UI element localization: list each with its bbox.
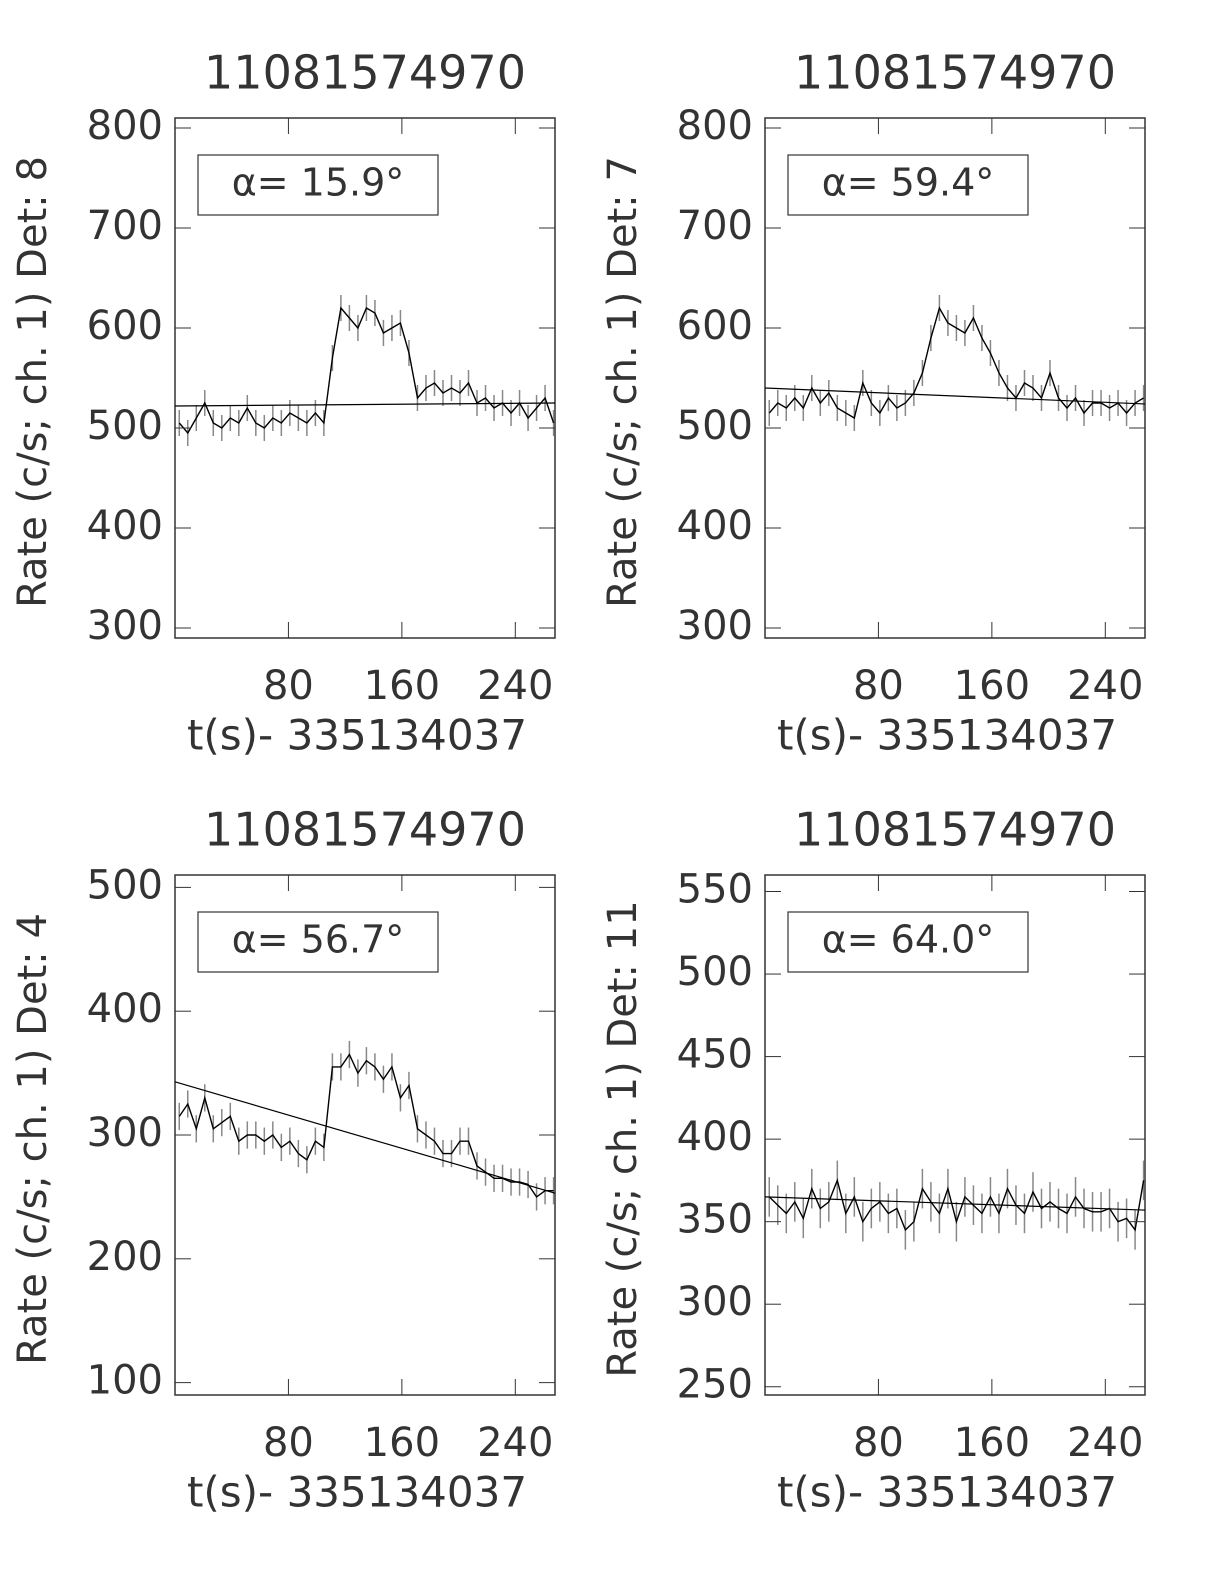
annotation: α= 15.9° — [232, 161, 405, 205]
x-axis-label: t(s)- 335134037 — [777, 711, 1117, 760]
y-axis-label: Rate (c/s; ch. 1) Det: 11 — [600, 900, 646, 1377]
y-axis-label: Rate (c/s; ch. 1) Det: 4 — [10, 913, 56, 1365]
y-tick-label: 700 — [87, 203, 163, 249]
x-tick-label: 80 — [263, 1420, 314, 1466]
annotation-box — [787, 154, 1029, 216]
panel-title: 11081574970 — [794, 46, 1116, 100]
x-tick-label: 80 — [853, 663, 904, 709]
x-axis-label: t(s)- 335134037 — [187, 711, 527, 760]
x-tick-label: 240 — [477, 1420, 553, 1466]
annotation: α= 59.4° — [822, 161, 995, 205]
y-tick-label: 400 — [677, 1114, 753, 1160]
y-tick-label: 500 — [87, 403, 163, 449]
rate-line — [768, 1178, 1145, 1232]
y-tick-label: 400 — [677, 503, 753, 549]
y-tick-label: 800 — [677, 103, 753, 149]
x-tick-label: 160 — [954, 1420, 1030, 1466]
x-tick-label: 80 — [853, 1420, 904, 1466]
y-tick-label: 800 — [87, 103, 163, 149]
x-tick-label: 240 — [1067, 1420, 1143, 1466]
panel-title: 11081574970 — [204, 46, 526, 100]
annotation: α= 56.7° — [232, 918, 405, 962]
rate-line — [178, 1053, 554, 1198]
y-tick-label: 200 — [87, 1234, 163, 1280]
x-axis-label: t(s)- 335134037 — [777, 1468, 1117, 1517]
annotation: α= 64.0° — [822, 918, 995, 962]
x-tick-label: 80 — [263, 663, 314, 709]
x-tick-label: 160 — [364, 1420, 440, 1466]
plot-frame — [764, 874, 1146, 1396]
y-tick-label: 400 — [87, 986, 163, 1032]
rate-line — [768, 306, 1144, 420]
y-tick-label: 500 — [677, 949, 753, 995]
x-tick-label: 240 — [477, 663, 553, 709]
y-tick-label: 550 — [677, 867, 753, 913]
x-axis-label: t(s)- 335134037 — [187, 1468, 527, 1517]
y-tick-label: 600 — [87, 303, 163, 349]
y-tick-label: 300 — [677, 603, 753, 649]
y-tick-label: 300 — [87, 1110, 163, 1156]
y-tick-label: 400 — [87, 503, 163, 549]
y-tick-label: 700 — [677, 203, 753, 249]
y-tick-label: 100 — [87, 1358, 163, 1404]
annotation-box — [787, 911, 1029, 973]
rate-line — [178, 306, 555, 435]
y-tick-label: 300 — [677, 1279, 753, 1325]
y-axis-label: Rate (c/s; ch. 1) Det: 7 — [600, 156, 646, 608]
x-tick-label: 160 — [364, 663, 440, 709]
x-tick-label: 160 — [954, 663, 1030, 709]
annotation-box — [197, 154, 439, 216]
panel-title: 11081574970 — [204, 803, 526, 857]
y-tick-label: 450 — [677, 1032, 753, 1078]
fit-line — [764, 387, 1146, 405]
y-tick-label: 500 — [87, 862, 163, 908]
fit-line — [174, 402, 556, 407]
y-tick-label: 250 — [677, 1362, 753, 1408]
y-axis-label: Rate (c/s; ch. 1) Det: 8 — [10, 156, 56, 608]
y-tick-label: 300 — [87, 603, 163, 649]
plot-frame — [764, 117, 1146, 639]
y-tick-label: 600 — [677, 303, 753, 349]
fit-line — [764, 1196, 1146, 1211]
y-tick-label: 500 — [677, 403, 753, 449]
y-tick-label: 350 — [677, 1197, 753, 1243]
panel-title: 11081574970 — [794, 803, 1116, 857]
plot-frame — [174, 117, 556, 639]
annotation-box — [197, 911, 439, 973]
fit-line — [174, 1081, 556, 1194]
x-tick-label: 240 — [1067, 663, 1143, 709]
